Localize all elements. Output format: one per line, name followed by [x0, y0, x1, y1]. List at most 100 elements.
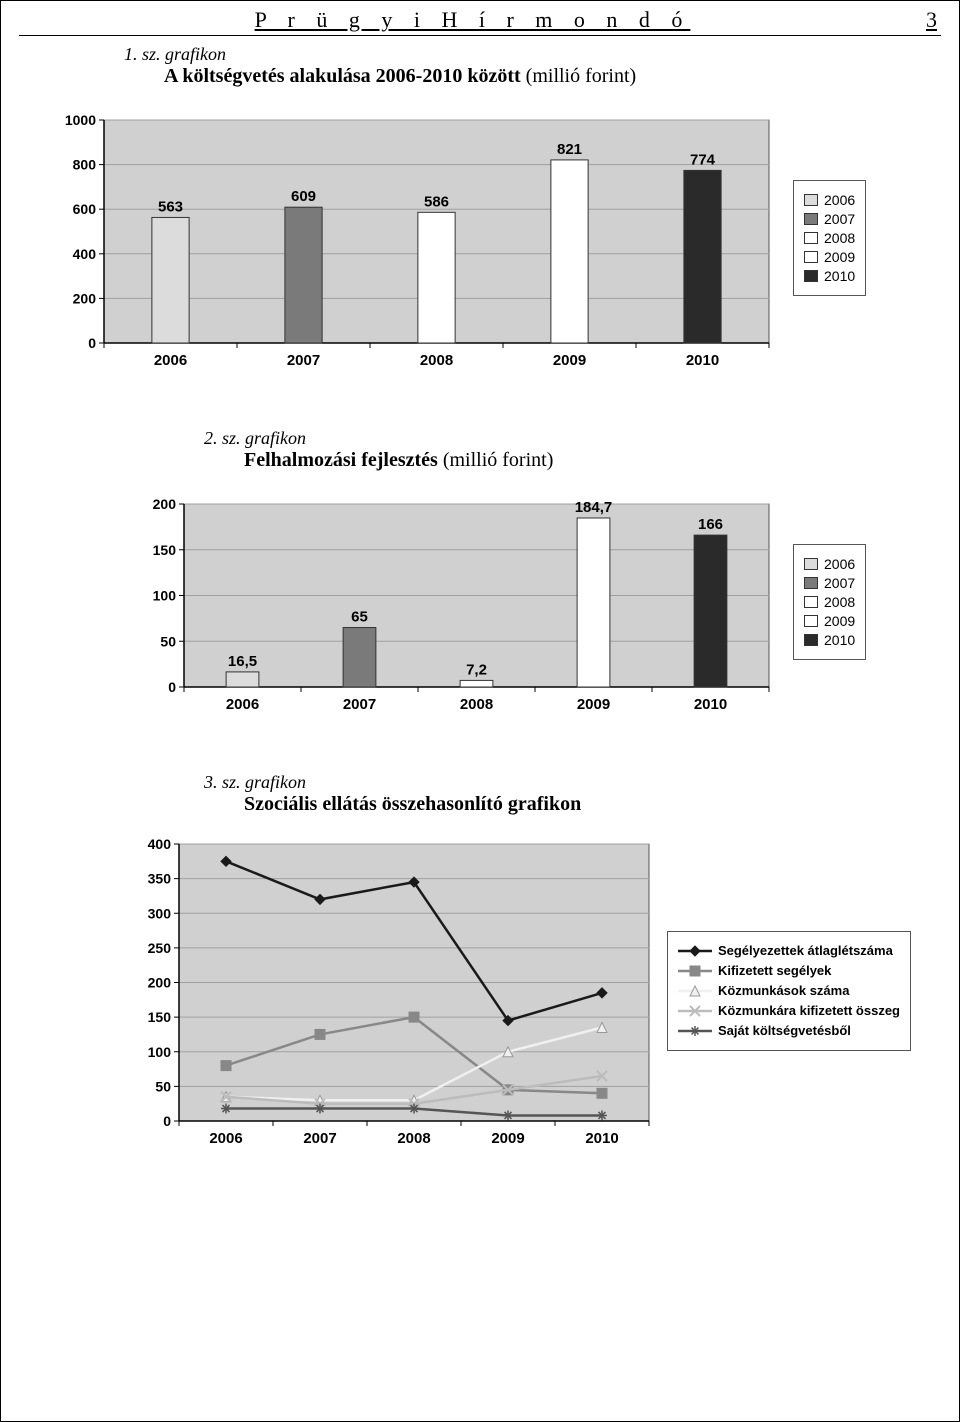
svg-text:586: 586: [424, 193, 449, 210]
svg-text:184,7: 184,7: [575, 499, 613, 516]
svg-text:600: 600: [73, 201, 97, 217]
legend-swatch-icon: [804, 615, 818, 627]
svg-text:2010: 2010: [585, 1130, 618, 1147]
legend-label: 2006: [824, 556, 855, 572]
svg-text:16,5: 16,5: [228, 653, 257, 670]
chart3-label: 3. sz. grafikon: [204, 772, 941, 793]
page-number: 3: [926, 7, 941, 33]
svg-text:2007: 2007: [287, 352, 320, 369]
legend-swatch-icon: [804, 577, 818, 589]
chart1-title: A költségvetés alakulása 2006-2010 közöt…: [164, 65, 941, 88]
legend-row: 2007: [804, 211, 855, 227]
chart3-wrap: 0501001502002503003504002006200720082009…: [129, 826, 911, 1156]
legend-label: 2008: [824, 594, 855, 610]
legend-swatch-icon: [804, 270, 818, 282]
legend-row: 2009: [804, 249, 855, 265]
svg-text:250: 250: [148, 940, 172, 956]
svg-text:2009: 2009: [491, 1130, 524, 1147]
legend-label: 2010: [824, 632, 855, 648]
legend-marker-icon: [678, 984, 712, 998]
legend-row: Segélyezettek átlaglétszáma: [678, 942, 900, 960]
chart2-title-light: (millió forint): [438, 449, 554, 471]
chart3-block: 3. sz. grafikon Szociális ellátás összeh…: [99, 772, 941, 1156]
chart3-title: Szociális ellátás összehasonlító grafiko…: [244, 793, 941, 816]
chart1-block: 1. sz. grafikon A költségvetés alakulása…: [19, 44, 941, 378]
svg-text:2009: 2009: [577, 696, 610, 713]
legend-swatch-icon: [804, 251, 818, 263]
legend-label: Kifizetett segélyek: [718, 962, 831, 980]
legend-marker-icon: [678, 1004, 712, 1018]
svg-text:1000: 1000: [65, 112, 96, 128]
svg-text:200: 200: [153, 496, 177, 512]
chart2-label: 2. sz. grafikon: [204, 428, 941, 449]
svg-text:350: 350: [148, 871, 172, 887]
legend-label: Segélyezettek átlaglétszáma: [718, 942, 893, 960]
chart2-title-bold: Felhalmozási fejlesztés: [244, 449, 438, 471]
chart2-block: 2. sz. grafikon Felhalmozási fejlesztés …: [99, 428, 941, 722]
chart2-legend: 20062007200820092010: [793, 544, 866, 660]
legend-marker-icon: [678, 1024, 712, 1038]
legend-label: 2007: [824, 211, 855, 227]
svg-text:50: 50: [155, 1078, 171, 1094]
legend-label: Saját költségvetésből: [718, 1022, 851, 1040]
legend-row: 2007: [804, 575, 855, 591]
legend-row: 2006: [804, 192, 855, 208]
chart1-wrap: 0200400600800100056320066092007586200882…: [49, 98, 911, 378]
legend-swatch-icon: [804, 213, 818, 225]
legend-swatch-icon: [804, 232, 818, 244]
legend-row: 2010: [804, 632, 855, 648]
chart1-title-light: (millió forint): [521, 65, 637, 87]
svg-text:400: 400: [148, 836, 172, 852]
svg-text:0: 0: [168, 679, 176, 695]
svg-text:563: 563: [158, 198, 183, 215]
legend-row: Közmunkások száma: [678, 982, 900, 1000]
svg-text:100: 100: [153, 588, 177, 604]
svg-text:2006: 2006: [154, 352, 187, 369]
svg-text:2010: 2010: [694, 696, 727, 713]
svg-text:150: 150: [153, 542, 177, 558]
legend-row: 2008: [804, 594, 855, 610]
legend-label: 2010: [824, 268, 855, 284]
legend-swatch-icon: [804, 634, 818, 646]
legend-label: 2008: [824, 230, 855, 246]
chart3-svg: 0501001502002503003504002006200720082009…: [129, 826, 653, 1156]
page: P r ü g y i H í r m o n d ó 3 1. sz. gra…: [0, 0, 960, 1422]
legend-row: 2006: [804, 556, 855, 572]
svg-text:2007: 2007: [343, 696, 376, 713]
svg-text:0: 0: [88, 335, 96, 351]
chart1-legend: 2006 2007 2008 2009 2010: [793, 180, 866, 296]
legend-swatch-icon: [804, 558, 818, 570]
svg-text:2006: 2006: [209, 1130, 242, 1147]
legend-row: Kifizetett segélyek: [678, 962, 900, 980]
chart1-label: 1. sz. grafikon: [124, 44, 941, 65]
legend-swatch-icon: [804, 194, 818, 206]
svg-text:2008: 2008: [397, 1130, 430, 1147]
svg-text:2009: 2009: [553, 352, 586, 369]
legend-row: Közmunkára kifizetett összeg: [678, 1002, 900, 1020]
legend-label: 2007: [824, 575, 855, 591]
svg-text:65: 65: [351, 609, 368, 626]
svg-text:100: 100: [148, 1044, 172, 1060]
svg-text:7,2: 7,2: [466, 661, 487, 678]
chart2-title: Felhalmozási fejlesztés (millió forint): [244, 449, 941, 472]
legend-row: 2008: [804, 230, 855, 246]
svg-text:2008: 2008: [460, 696, 493, 713]
legend-row: Saját költségvetésből: [678, 1022, 900, 1040]
legend-swatch-icon: [804, 596, 818, 608]
svg-text:821: 821: [557, 141, 582, 158]
svg-text:0: 0: [163, 1113, 171, 1129]
legend-label: 2006: [824, 192, 855, 208]
page-header-title: P r ü g y i H í r m o n d ó: [19, 7, 926, 33]
chart1-svg: 0200400600800100056320066092007586200882…: [49, 98, 779, 378]
legend-marker-icon: [678, 964, 712, 978]
svg-text:150: 150: [148, 1009, 172, 1025]
chart2-svg: 05010015020016,520066520077,22008184,720…: [129, 482, 779, 722]
svg-text:200: 200: [73, 290, 97, 306]
chart1-title-bold: A költségvetés alakulása 2006-2010 közöt…: [164, 65, 521, 87]
legend-label: Közmunkára kifizetett összeg: [718, 1002, 900, 1020]
svg-text:300: 300: [148, 905, 172, 921]
chart3-title-bold: Szociális ellátás összehasonlító grafiko…: [244, 793, 581, 815]
chart3-legend: Segélyezettek átlaglétszáma Kifizetett se…: [667, 931, 911, 1052]
svg-text:200: 200: [148, 975, 172, 991]
svg-text:400: 400: [73, 246, 97, 262]
